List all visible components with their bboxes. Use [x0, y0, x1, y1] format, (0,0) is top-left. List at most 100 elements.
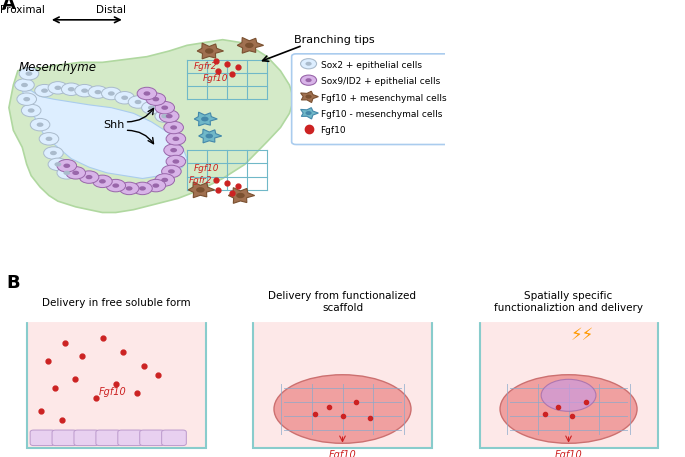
FancyBboxPatch shape — [292, 54, 456, 144]
Circle shape — [155, 101, 175, 114]
Circle shape — [196, 187, 205, 192]
Circle shape — [146, 93, 166, 106]
Circle shape — [14, 79, 34, 91]
Circle shape — [106, 179, 125, 192]
Polygon shape — [301, 108, 319, 119]
Circle shape — [166, 133, 186, 145]
Circle shape — [112, 183, 119, 188]
Ellipse shape — [500, 375, 637, 443]
Circle shape — [142, 101, 161, 114]
Text: ⚡⚡: ⚡⚡ — [571, 326, 594, 345]
Circle shape — [115, 91, 134, 104]
Polygon shape — [199, 129, 222, 143]
Circle shape — [35, 85, 54, 97]
Circle shape — [161, 106, 169, 110]
Text: Sox2 + epithelial cells: Sox2 + epithelial cells — [321, 61, 421, 69]
Circle shape — [79, 171, 99, 183]
Text: Fgf10: Fgf10 — [321, 127, 346, 135]
Circle shape — [92, 175, 112, 187]
Circle shape — [160, 110, 179, 122]
FancyBboxPatch shape — [479, 320, 658, 448]
Polygon shape — [188, 182, 214, 198]
Circle shape — [306, 78, 312, 82]
Text: Delivery from functionalized
scaffold: Delivery from functionalized scaffold — [269, 292, 416, 313]
Circle shape — [95, 90, 101, 94]
Circle shape — [301, 75, 316, 85]
Circle shape — [125, 186, 133, 191]
Polygon shape — [237, 37, 264, 53]
Circle shape — [75, 85, 95, 97]
Circle shape — [166, 155, 186, 168]
Circle shape — [86, 175, 92, 179]
Circle shape — [205, 48, 214, 54]
Circle shape — [245, 43, 253, 48]
Text: Mesenchyme: Mesenchyme — [19, 61, 97, 74]
Circle shape — [161, 114, 169, 118]
Circle shape — [148, 106, 155, 110]
Text: Fgf10: Fgf10 — [194, 165, 219, 173]
Circle shape — [152, 97, 160, 101]
Circle shape — [143, 91, 151, 96]
Circle shape — [68, 87, 75, 91]
Circle shape — [121, 96, 128, 100]
Circle shape — [30, 118, 50, 131]
Circle shape — [21, 83, 28, 87]
Text: Fgf10: Fgf10 — [555, 450, 582, 457]
FancyBboxPatch shape — [30, 430, 55, 446]
Text: B: B — [7, 274, 21, 292]
Text: Fgf10 + mesenchymal cells: Fgf10 + mesenchymal cells — [321, 94, 446, 102]
Text: Fgfr2: Fgfr2 — [189, 176, 213, 185]
Circle shape — [63, 164, 71, 168]
Circle shape — [36, 122, 44, 127]
FancyBboxPatch shape — [253, 320, 432, 448]
FancyBboxPatch shape — [52, 430, 77, 446]
Circle shape — [44, 147, 63, 159]
Circle shape — [72, 170, 79, 175]
Polygon shape — [301, 91, 319, 102]
Circle shape — [173, 159, 179, 164]
Polygon shape — [22, 90, 187, 179]
Circle shape — [155, 174, 175, 186]
Circle shape — [23, 97, 30, 101]
Circle shape — [19, 68, 39, 80]
Circle shape — [27, 108, 35, 113]
FancyBboxPatch shape — [74, 430, 99, 446]
Circle shape — [155, 110, 175, 122]
Circle shape — [152, 183, 160, 188]
FancyBboxPatch shape — [118, 430, 142, 446]
Circle shape — [48, 158, 68, 170]
Circle shape — [128, 96, 148, 108]
Polygon shape — [228, 188, 255, 203]
Text: Fgf10: Fgf10 — [329, 450, 356, 457]
Circle shape — [108, 91, 115, 96]
Polygon shape — [197, 43, 223, 59]
Circle shape — [50, 151, 57, 155]
Text: Fgf10: Fgf10 — [99, 387, 127, 397]
Circle shape — [306, 95, 312, 99]
Circle shape — [21, 104, 41, 117]
Circle shape — [133, 182, 152, 195]
FancyBboxPatch shape — [140, 430, 164, 446]
Circle shape — [88, 86, 108, 98]
Circle shape — [41, 89, 48, 93]
Text: A: A — [2, 0, 16, 12]
Circle shape — [17, 93, 36, 106]
Ellipse shape — [274, 375, 411, 443]
Circle shape — [173, 137, 179, 141]
Circle shape — [137, 87, 157, 100]
Text: Shh: Shh — [103, 119, 124, 129]
Circle shape — [99, 179, 106, 184]
Circle shape — [66, 167, 86, 179]
Circle shape — [25, 71, 32, 76]
Text: Spatially specific
functionaliztion and delivery: Spatially specific functionaliztion and … — [494, 292, 643, 313]
Circle shape — [62, 83, 81, 96]
Circle shape — [81, 89, 88, 93]
Circle shape — [119, 182, 139, 195]
Polygon shape — [195, 112, 217, 126]
Circle shape — [57, 167, 77, 179]
Ellipse shape — [541, 379, 596, 411]
Circle shape — [164, 121, 184, 134]
Circle shape — [101, 87, 121, 100]
Text: Fgfr2: Fgfr2 — [194, 63, 217, 71]
Circle shape — [301, 58, 316, 69]
